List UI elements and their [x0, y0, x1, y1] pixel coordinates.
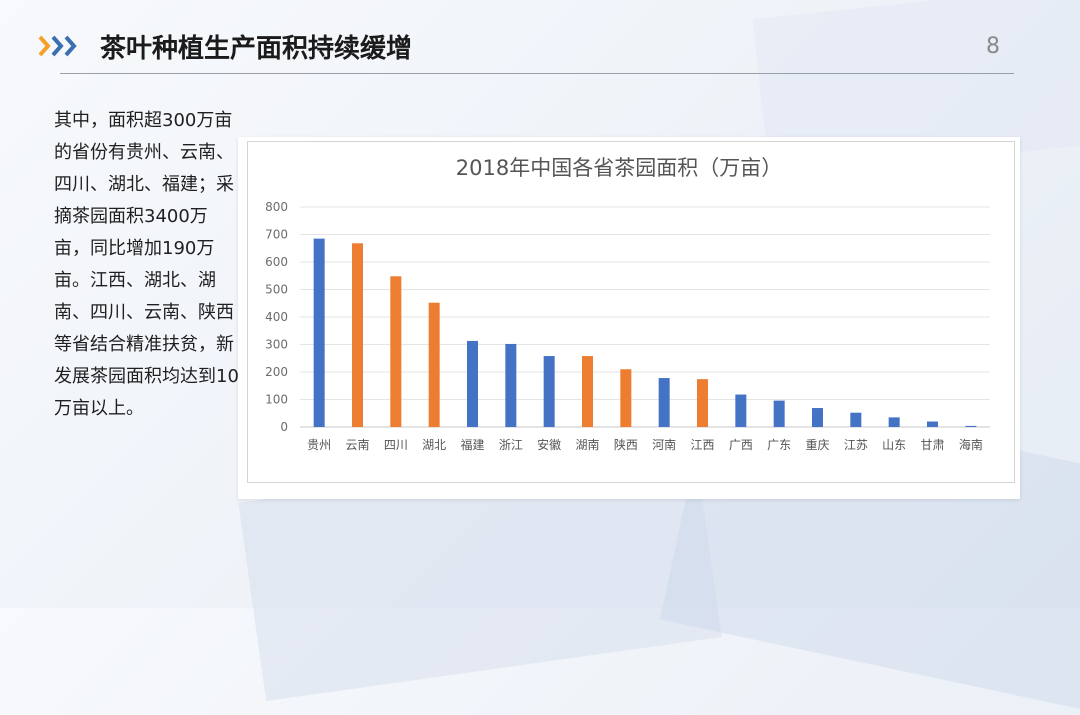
x-tick-label: 重庆 — [805, 438, 829, 452]
y-tick-label: 300 — [265, 338, 288, 352]
summary-text: 其中，面积超300万亩的省份有贵州、云南、四川、湖北、福建；采摘茶园面积3400… — [54, 110, 239, 419]
bar-山东 — [888, 417, 900, 427]
bar-广东 — [773, 400, 785, 427]
chart-frame — [247, 141, 1015, 483]
x-tick-label: 广西 — [729, 438, 753, 452]
x-tick-label: 海南 — [959, 437, 983, 452]
x-tick-label: 安徽 — [537, 437, 561, 452]
x-tick-label: 甘肃 — [920, 438, 944, 452]
x-tick-label: 河南 — [652, 437, 676, 452]
x-tick-label: 江苏 — [844, 438, 868, 452]
x-tick-label: 贵州 — [307, 438, 331, 452]
y-tick-label: 400 — [265, 310, 288, 324]
x-axis-labels: 贵州 云南 四川 湖北 福建 浙江 安徽 湖南 陕西 河南 江西 广西 广东 重庆 江苏 山东 甘肃 海南 — [307, 437, 983, 452]
y-axis-ticks: 0 100 200 300 400 500 600 700 800 — [265, 200, 288, 434]
bar-江西 — [697, 379, 708, 427]
gridlines — [300, 206, 990, 428]
x-tick-label: 福建 — [460, 437, 484, 452]
page-title: 茶叶种植生产面积持续缓增 — [100, 34, 413, 64]
bar-云南 — [352, 243, 363, 427]
bar-广西 — [735, 394, 747, 427]
chart-card: 2018年中国各省茶园面积（万亩） 0 100 200 300 400 500 600 700… — [238, 137, 1020, 499]
x-tick-label: 江西 — [690, 438, 714, 452]
slide-header: 茶叶种植生产面积持续缓增 8 — [0, 0, 1080, 80]
header-divider — [60, 73, 1014, 74]
y-tick-label: 600 — [265, 255, 288, 269]
bar-海南 — [965, 425, 977, 427]
x-tick-label: 广东 — [767, 438, 791, 452]
y-tick-label: 100 — [265, 393, 288, 407]
bar-福建 — [467, 340, 478, 427]
x-tick-label: 陕西 — [614, 437, 638, 452]
x-tick-label: 湖北 — [422, 437, 446, 452]
bar-河南 — [658, 378, 670, 427]
page-number: 8 — [986, 34, 1000, 59]
bar-四川 — [390, 276, 402, 427]
y-tick-label: 200 — [265, 365, 288, 379]
x-tick-label: 浙江 — [499, 438, 523, 452]
bar-湖北 — [428, 302, 440, 427]
x-tick-label: 云南 — [345, 437, 369, 452]
x-tick-label: 四川 — [384, 438, 408, 452]
x-tick-label: 山东 — [882, 438, 906, 452]
chevron-right-icon — [38, 35, 77, 57]
bar-甘肃 — [927, 421, 938, 427]
y-tick-label: 800 — [265, 200, 288, 214]
bar-chart: 2018年中国各省茶园面积（万亩） 0 100 200 300 400 500 600 700… — [265, 156, 990, 452]
y-tick-label: 700 — [265, 228, 288, 242]
chart-title: 2018年中国各省茶园面积（万亩） — [456, 156, 782, 180]
y-tick-label: 0 — [280, 420, 288, 434]
y-tick-label: 500 — [265, 283, 288, 297]
bar-陕西 — [620, 369, 632, 427]
bar-江苏 — [850, 412, 862, 427]
bar-贵州 — [313, 238, 325, 427]
bars — [313, 238, 977, 427]
x-tick-label: 湖南 — [575, 437, 599, 452]
bar-湖南 — [582, 356, 593, 427]
bar-安徽 — [543, 356, 555, 427]
bar-浙江 — [505, 343, 517, 427]
bar-重庆 — [812, 408, 823, 427]
